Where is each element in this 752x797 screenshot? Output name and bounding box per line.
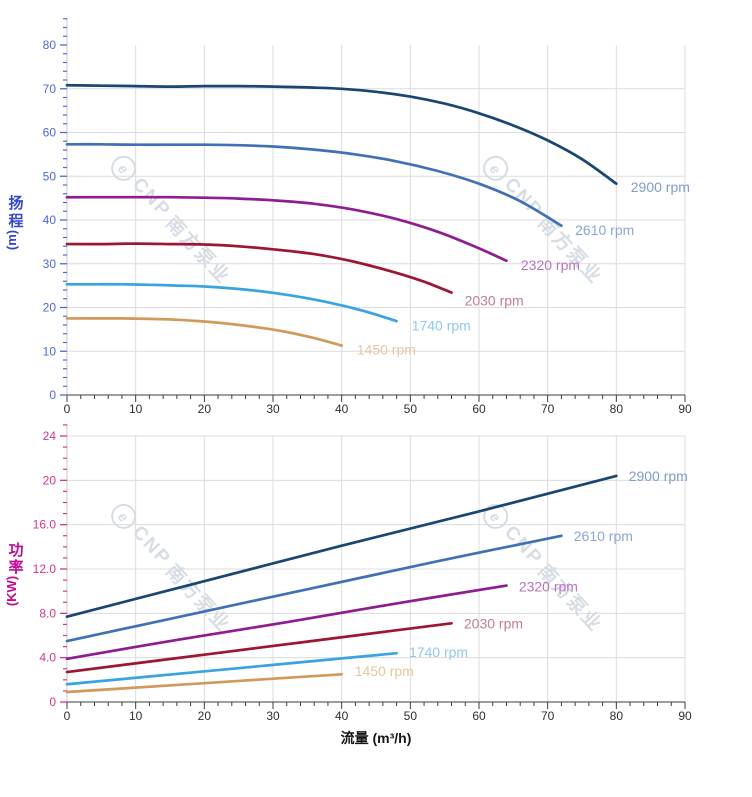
y-tick-label: 4.0: [39, 651, 56, 665]
curve-2320-rpm: [65, 195, 508, 263]
curve-2320-rpm: [65, 584, 508, 661]
x-tick-label: 70: [541, 709, 555, 723]
x-tick-label: 60: [472, 402, 486, 416]
curve-label-2320-rpm: 2320 rpm: [519, 579, 578, 595]
y-tick-label: 20: [43, 301, 57, 315]
y-tick-label: 0: [49, 695, 56, 709]
y-tick-label: 30: [43, 257, 57, 271]
x-tick-label: 60: [472, 709, 486, 723]
curve-label-1450-rpm: 1450 rpm: [355, 663, 414, 679]
y-axis-title-unit: (m): [4, 230, 19, 250]
curve-label-2320-rpm: 2320 rpm: [521, 257, 580, 273]
curve-label-2610-rpm: 2610 rpm: [574, 528, 633, 544]
x-tick-label: 10: [129, 402, 143, 416]
y-axis-title-char: 率: [8, 558, 23, 576]
y-tick-label: 24: [43, 429, 57, 443]
x-tick-label: 80: [610, 402, 624, 416]
curve-2900-rpm: [65, 474, 618, 619]
y-tick-label: 8.0: [39, 606, 56, 620]
head-chart: 0 10 20 30 40 50 60 70 80 90 0 10 20 30 40 50 60 70 80 2900…: [4, 18, 692, 416]
curve-2900-rpm: [65, 83, 618, 186]
curve-2030-rpm: [65, 621, 453, 674]
y-tick-label: 10: [43, 344, 57, 358]
curve-label-2900-rpm: 2900 rpm: [631, 179, 690, 195]
curve-label-1740-rpm: 1740 rpm: [412, 317, 471, 333]
y-tick-label: 60: [43, 126, 57, 140]
curve-1450-rpm: [65, 317, 344, 347]
y-axis-title-unit: (KW): [4, 576, 19, 606]
x-tick-label: 20: [198, 709, 212, 723]
x-tick-label: 90: [678, 709, 692, 723]
curve-label-2610-rpm: 2610 rpm: [575, 222, 634, 238]
x-tick-label: 0: [64, 402, 71, 416]
y-tick-label: 0: [49, 388, 56, 402]
x-tick-label: 50: [404, 709, 418, 723]
curve-label-2900-rpm: 2900 rpm: [629, 468, 688, 484]
y-tick-label: 16.0: [33, 518, 57, 532]
curve-2030-rpm: [65, 242, 453, 294]
x-tick-label: 40: [335, 402, 349, 416]
y-tick-label: 50: [43, 169, 57, 183]
power-chart: 0 10 20 30 40 50 60 70 80 90 0 4.0 8.0 12.0 16.0 20 24 29…: [4, 424, 692, 746]
y-tick-label: 12.0: [33, 562, 57, 576]
y-axis-title-char: 扬: [8, 194, 23, 212]
curve-label-1450-rpm: 1450 rpm: [357, 342, 416, 358]
x-axis-title: 流量 (m³/h): [341, 730, 412, 746]
curve-label-2030-rpm: 2030 rpm: [465, 293, 524, 309]
y-tick-label: 80: [43, 38, 57, 52]
x-tick-label: 80: [610, 709, 624, 723]
x-tick-label: 10: [129, 709, 143, 723]
y-tick-label: 20: [43, 473, 57, 487]
y-tick-label: 70: [43, 82, 57, 96]
x-tick-label: 50: [404, 402, 418, 416]
curve-1740-rpm: [65, 282, 398, 323]
x-tick-label: 30: [266, 709, 280, 723]
curve-1450-rpm: [65, 672, 344, 694]
y-axis-title-char: 程: [8, 213, 23, 230]
x-tick-label: 70: [541, 402, 555, 416]
curve-2610-rpm: [65, 534, 563, 643]
y-axis-title-char: 功: [8, 542, 23, 559]
x-tick-label: 30: [266, 402, 280, 416]
curve-1740-rpm: [65, 651, 398, 686]
curve-2610-rpm: [65, 142, 563, 228]
y-tick-label: 40: [43, 213, 57, 227]
curve-label-2030-rpm: 2030 rpm: [464, 615, 523, 631]
x-tick-label: 0: [64, 709, 71, 723]
x-tick-label: 40: [335, 709, 349, 723]
curve-label-1740-rpm: 1740 rpm: [409, 644, 468, 660]
x-tick-label: 90: [678, 402, 692, 416]
x-tick-label: 20: [198, 402, 212, 416]
